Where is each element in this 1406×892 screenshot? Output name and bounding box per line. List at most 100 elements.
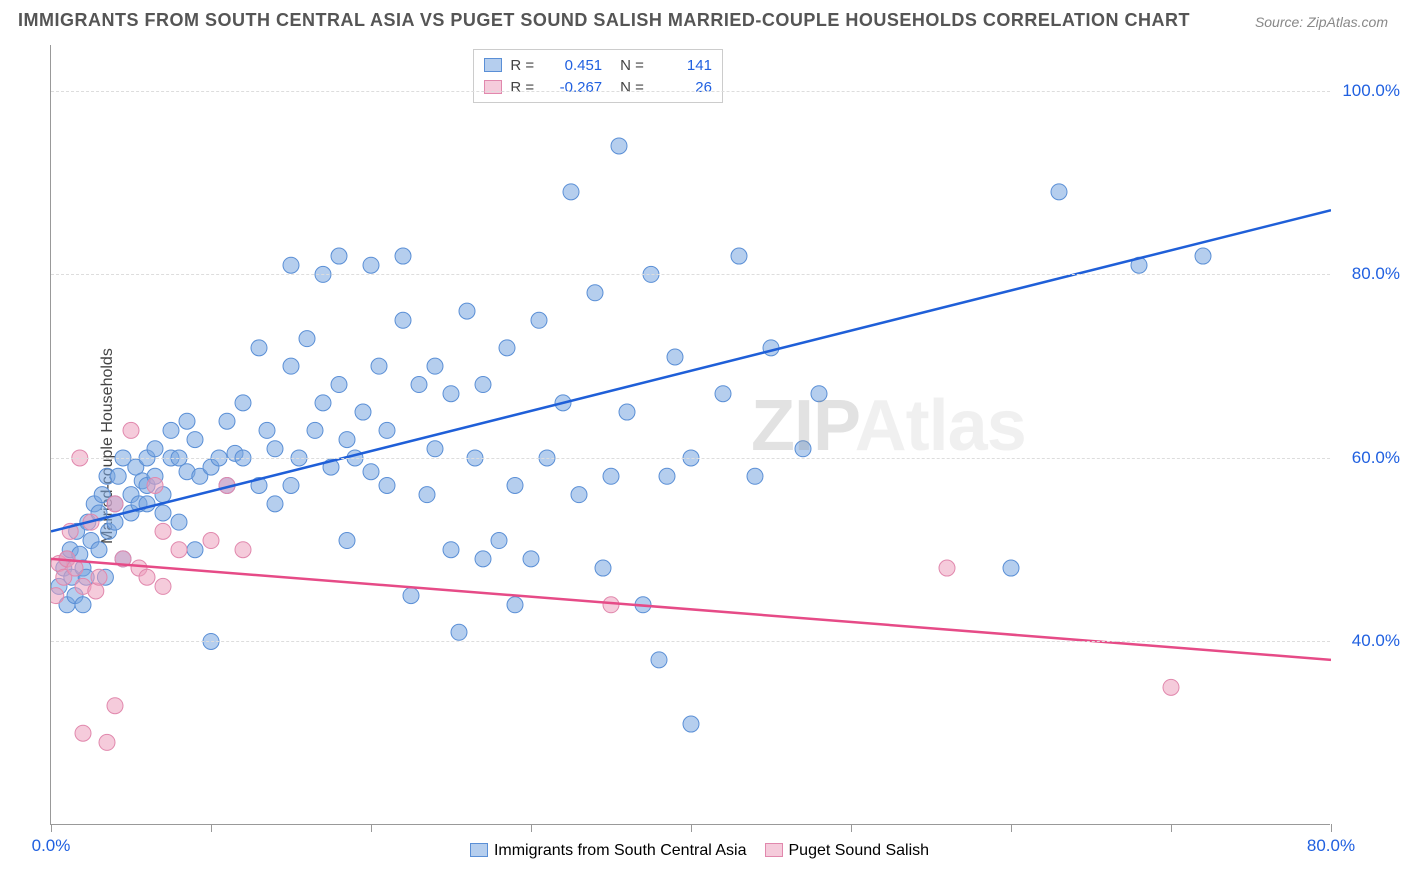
data-point	[731, 248, 747, 264]
data-point	[110, 468, 126, 484]
data-point	[91, 542, 107, 558]
data-point	[187, 542, 203, 558]
data-point	[603, 468, 619, 484]
legend-row: R =-0.267N =26	[484, 76, 712, 98]
data-point	[475, 377, 491, 393]
data-point	[683, 716, 699, 732]
data-point	[163, 422, 179, 438]
data-point	[339, 432, 355, 448]
data-point	[99, 734, 115, 750]
data-point	[523, 551, 539, 567]
y-tick-label: 60.0%	[1352, 448, 1400, 468]
data-point	[763, 340, 779, 356]
data-point	[619, 404, 635, 420]
data-point	[179, 413, 195, 429]
data-point	[427, 441, 443, 457]
trend-line	[51, 210, 1331, 531]
data-point	[155, 523, 171, 539]
x-tick	[851, 824, 852, 832]
legend-series-label: Immigrants from South Central Asia	[494, 842, 747, 859]
data-point	[507, 597, 523, 613]
data-point	[379, 477, 395, 493]
y-tick-label: 100.0%	[1342, 81, 1400, 101]
data-point	[795, 441, 811, 457]
data-point	[1003, 560, 1019, 576]
data-point	[331, 377, 347, 393]
data-point	[219, 413, 235, 429]
data-point	[603, 597, 619, 613]
legend-r-label: R =	[510, 79, 534, 96]
data-point	[443, 542, 459, 558]
data-point	[395, 312, 411, 328]
data-point	[283, 257, 299, 273]
data-point	[667, 349, 683, 365]
x-tick	[1331, 824, 1332, 832]
data-point	[403, 588, 419, 604]
x-tick	[1011, 824, 1012, 832]
data-point	[587, 285, 603, 301]
legend-swatch	[470, 843, 488, 857]
data-point	[171, 514, 187, 530]
data-point	[939, 560, 955, 576]
data-point	[155, 505, 171, 521]
data-point	[107, 698, 123, 714]
data-point	[155, 578, 171, 594]
data-point	[531, 312, 547, 328]
x-tick	[691, 824, 692, 832]
source-label: Source: ZipAtlas.com	[1255, 14, 1388, 30]
data-point	[75, 725, 91, 741]
data-point	[507, 477, 523, 493]
data-point	[299, 331, 315, 347]
data-point	[595, 560, 611, 576]
data-point	[475, 551, 491, 567]
data-point	[395, 248, 411, 264]
data-point	[1051, 184, 1067, 200]
data-point	[259, 422, 275, 438]
data-point	[379, 422, 395, 438]
data-point	[411, 377, 427, 393]
data-point	[363, 257, 379, 273]
data-point	[491, 533, 507, 549]
legend-r-value: 0.451	[542, 57, 602, 74]
plot-area: ZIPAtlas R =0.451N =141R =-0.267N =26 Im…	[50, 45, 1330, 825]
chart-title: IMMIGRANTS FROM SOUTH CENTRAL ASIA VS PU…	[18, 10, 1190, 31]
data-point	[443, 386, 459, 402]
legend-series-label: Puget Sound Salish	[789, 842, 930, 859]
data-point	[459, 303, 475, 319]
data-point	[499, 340, 515, 356]
x-tick	[211, 824, 212, 832]
data-point	[107, 496, 123, 512]
data-point	[235, 542, 251, 558]
data-point	[355, 404, 371, 420]
data-point	[315, 395, 331, 411]
legend-swatch	[484, 80, 502, 94]
data-point	[203, 533, 219, 549]
legend-swatch	[484, 58, 502, 72]
data-point	[451, 624, 467, 640]
legend-row: R =0.451N =141	[484, 54, 712, 76]
trend-line	[51, 559, 1331, 660]
data-point	[267, 496, 283, 512]
data-point	[283, 477, 299, 493]
data-point	[75, 597, 91, 613]
x-tick	[371, 824, 372, 832]
data-point	[235, 395, 251, 411]
x-tick-label: 80.0%	[1307, 836, 1355, 856]
data-point	[123, 422, 139, 438]
data-point	[139, 569, 155, 585]
data-point	[51, 588, 64, 604]
gridline	[51, 458, 1330, 459]
legend-n-label: N =	[620, 79, 644, 96]
y-tick-label: 80.0%	[1352, 264, 1400, 284]
y-tick-label: 40.0%	[1352, 631, 1400, 651]
data-point	[91, 569, 107, 585]
data-point	[1195, 248, 1211, 264]
gridline	[51, 641, 1330, 642]
legend-bottom: Immigrants from South Central Asia Puget …	[51, 842, 1330, 860]
gridline	[51, 274, 1330, 275]
gridline	[51, 91, 1330, 92]
data-point	[363, 464, 379, 480]
data-point	[171, 542, 187, 558]
data-point	[611, 138, 627, 154]
data-point	[307, 422, 323, 438]
